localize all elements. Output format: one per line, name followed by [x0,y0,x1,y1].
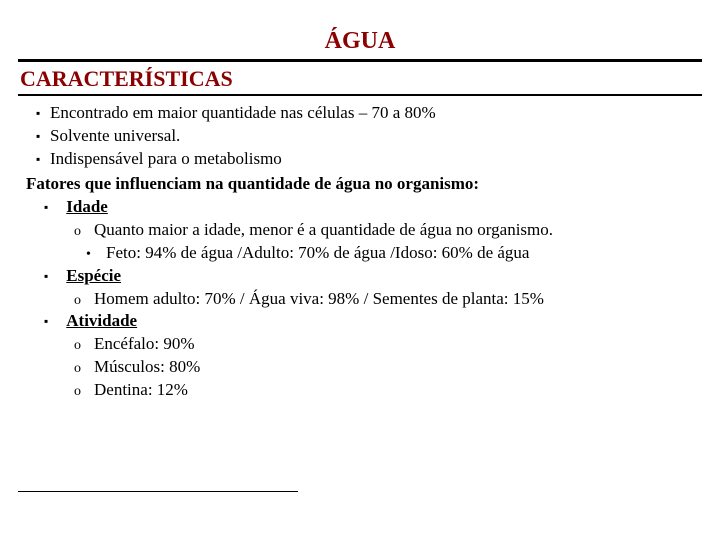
list-item: Homem adulto: 70% / Água viva: 98% / Sem… [94,288,702,311]
page-title: ÁGUA [18,28,702,55]
list-item: Dentina: 12% [94,379,702,402]
factor-sub-sublist: Feto: 94% de água /Adulto: 70% de água /… [62,242,702,265]
list-item: Solvente universal. [50,125,702,148]
factors-list: Idade Quanto maior a idade, menor é a qu… [22,196,702,402]
list-item: Idade Quanto maior a idade, menor é a qu… [62,196,702,265]
characteristics-list: Encontrado em maior quantidade nas célul… [22,102,702,171]
list-item: Músculos: 80% [94,356,702,379]
list-item: Atividade Encéfalo: 90% Músculos: 80% De… [62,310,702,402]
list-item: Encontrado em maior quantidade nas célul… [50,102,702,125]
list-item: Feto: 94% de água /Adulto: 70% de água /… [106,242,702,265]
factor-label: Espécie [66,266,121,285]
list-item: Espécie Homem adulto: 70% / Água viva: 9… [62,265,702,311]
factor-sublist: Quanto maior a idade, menor é a quantida… [62,219,702,242]
factor-sublist: Homem adulto: 70% / Água viva: 98% / Sem… [62,288,702,311]
list-item: Encéfalo: 90% [94,333,702,356]
factors-heading: Fatores que influenciam na quantidade de… [22,173,702,196]
factor-label: Idade [66,197,108,216]
list-item: Indispensável para o metabolismo [50,148,702,171]
footer-rule [18,491,298,492]
list-item: Quanto maior a idade, menor é a quantida… [94,219,702,242]
subtitle-rule [18,94,702,96]
content-block: Encontrado em maior quantidade nas célul… [18,102,702,402]
factor-sublist: Encéfalo: 90% Músculos: 80% Dentina: 12% [62,333,702,402]
title-rule [18,59,702,62]
section-subtitle: CARACTERÍSTICAS [18,66,702,92]
factor-label: Atividade [66,311,137,330]
